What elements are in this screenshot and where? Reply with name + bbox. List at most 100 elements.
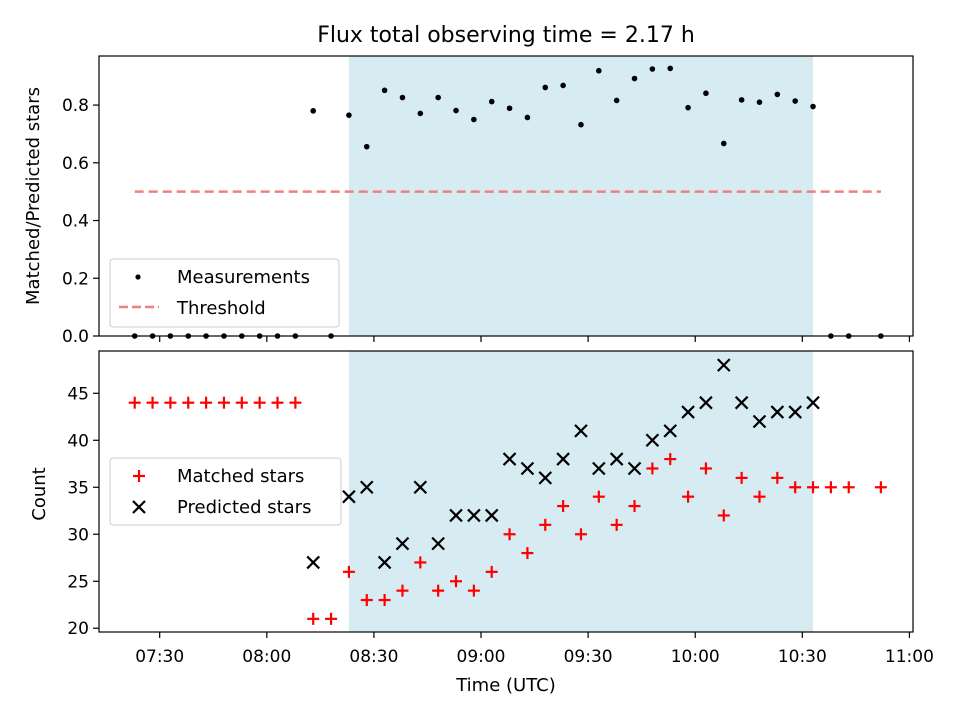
measurement-point [756, 99, 763, 105]
measurement-point [649, 66, 656, 72]
y-tick-label: 20 [67, 619, 89, 639]
matched-star-point [592, 490, 605, 503]
y-tick-label: 25 [67, 572, 89, 592]
predicted-star-point [609, 452, 624, 466]
measurement-point [810, 103, 816, 110]
measurement-point [346, 112, 352, 118]
measurement-point [381, 87, 388, 94]
predicted-star-point [538, 471, 553, 485]
predicted-star-point [556, 452, 570, 466]
threshold-legend-label: Threshold [176, 298, 266, 319]
observing-window-band [348, 56, 814, 336]
measurement-point [578, 121, 584, 128]
predicted-star-point [502, 452, 517, 466]
matched-star-point [753, 490, 766, 503]
measurement-point [417, 110, 424, 117]
predicted-star-point [395, 536, 410, 551]
matched-star-point [325, 612, 338, 625]
predicted-legend-marker [132, 500, 146, 514]
measurement-point [738, 97, 745, 103]
matched-star-point [342, 565, 355, 578]
y-tick-label: 0.4 [62, 212, 89, 232]
matched-star-point [682, 490, 695, 503]
matched-star-point [217, 396, 230, 409]
predicted-star-point [574, 424, 588, 438]
matched-star-point [539, 518, 552, 531]
matched-star-point [182, 396, 195, 409]
matched-star-point [289, 396, 302, 409]
x-tick-label: 08:00 [242, 647, 291, 667]
x-tick-label: 09:30 [564, 647, 613, 667]
predicted-star-point [627, 461, 642, 476]
measurement-point [363, 143, 370, 150]
matched-star-point [557, 500, 570, 513]
x-tick-label: 07:30 [135, 647, 184, 667]
top-panel-frame [98, 55, 914, 337]
predicted-star-point [377, 555, 392, 570]
measurement-point [488, 98, 495, 105]
measurement-point [792, 98, 798, 104]
matched-star-point [789, 481, 802, 494]
y-tick-label: 0.6 [62, 154, 89, 174]
matched-star-point [450, 575, 463, 588]
predicted-star-point [592, 461, 606, 476]
predicted-star-point [359, 480, 374, 495]
predicted-star-point [467, 508, 481, 523]
bottom-y-axis-label: Count [29, 467, 50, 520]
matched-star-point [128, 396, 141, 409]
measurement-point [613, 97, 620, 104]
matched-star-point [574, 528, 587, 541]
predicted-star-point [413, 480, 428, 495]
top-legend: Measurements Threshold [109, 258, 340, 328]
matched-legend-marker [133, 470, 145, 482]
x-tick-label: 11:00 [885, 647, 934, 667]
matched-star-point [253, 396, 266, 409]
observing-window-band [348, 351, 814, 632]
measurement-point [453, 107, 459, 114]
predicted-star-point [431, 536, 445, 551]
measurement-point [310, 108, 317, 114]
predicted-star-point [806, 395, 820, 410]
predicted-star-point [520, 461, 535, 476]
measurement-point [524, 114, 531, 121]
measurement-point [774, 91, 781, 98]
chart-title: Flux total observing time = 2.17 h [317, 23, 695, 48]
matched-star-point [735, 471, 748, 484]
matched-star-point [628, 500, 641, 513]
predicted-star-point [734, 395, 749, 410]
y-tick-label: 40 [67, 431, 89, 451]
matched-star-point [467, 584, 480, 597]
matched-star-point [307, 612, 320, 625]
y-tick-label: 0.8 [62, 96, 89, 116]
matched-star-point [414, 556, 427, 569]
top-legend-box [109, 258, 340, 328]
matched-star-point [200, 396, 213, 409]
predicted-star-point [342, 489, 356, 504]
matched-star-point [699, 462, 712, 475]
y-tick-label: 45 [67, 384, 89, 404]
predicted-legend-label: Predicted stars [177, 497, 311, 518]
predicted-star-point [449, 508, 463, 523]
y-tick-label: 35 [67, 478, 89, 498]
matched-star-point [378, 594, 391, 607]
predicted-star-point [770, 405, 785, 419]
bottom-panel: 20 25 30 35 40 45 07:30 08:00 08:30 09:00 09:30 10… [29, 350, 934, 696]
measurement-point [560, 82, 566, 89]
bottom-panel-frame [98, 350, 914, 633]
x-tick-label: 10:30 [778, 647, 827, 667]
bottom-legend: Matched stars Predicted stars [109, 457, 342, 526]
top-panel: 0.00.20.40.60.8 Matched/Predicted stars … [23, 55, 914, 347]
matched-star-point [432, 584, 445, 597]
predicted-star-point [788, 405, 802, 419]
measurement-point [506, 105, 513, 112]
matched-star-point [271, 396, 284, 409]
measurement-point [685, 104, 691, 111]
y-tick-label: 0.0 [62, 327, 89, 347]
matched-star-point [396, 584, 409, 597]
matched-star-point [646, 462, 659, 475]
matched-star-point [717, 509, 730, 522]
predicted-star-point [752, 414, 767, 429]
matched-star-point [771, 471, 784, 484]
measurement-point [435, 94, 441, 101]
